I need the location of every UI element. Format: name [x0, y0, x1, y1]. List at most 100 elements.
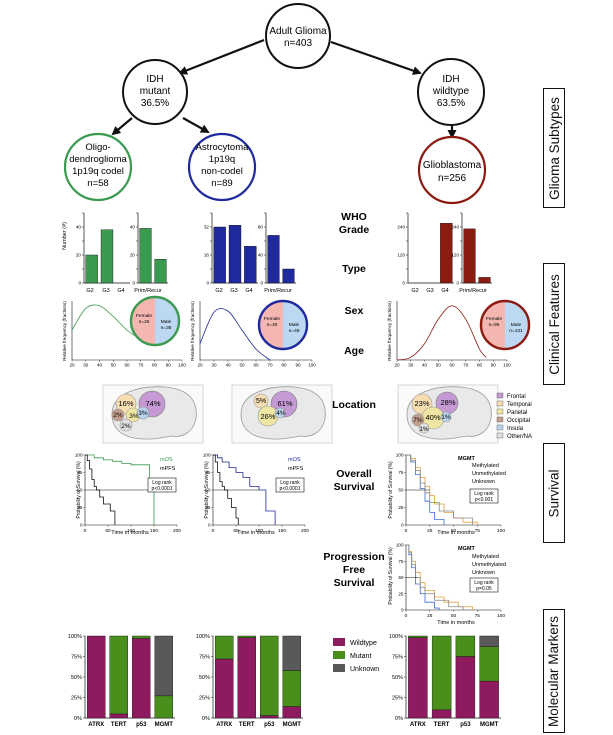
oligo-surv-ytick-label: 50: [77, 488, 83, 493]
astro-age-xtick-label: 60: [253, 363, 259, 368]
astro-age-xtick-label: 70: [267, 363, 273, 368]
gbm-os-ytick-label: 100: [396, 453, 404, 458]
oligo-female-label: Female: [136, 313, 152, 319]
astro-surv-ytick-label: 75: [205, 470, 211, 475]
oligo-age-xtick-label: 50: [111, 363, 117, 368]
oligo-line3: 1p19q codel: [72, 166, 124, 177]
oligo-age-xtick-label: 40: [97, 363, 103, 368]
astro-surv-ytick-label: 100: [203, 453, 211, 458]
oligo-mpfs-legend: mPFS: [160, 466, 176, 472]
oligo-insula-pct: 3%: [138, 410, 148, 417]
root-count: n=403: [284, 38, 313, 49]
oligo-markers-bar-tert-wildtype: [109, 713, 128, 719]
astro-surv-xtick-label: 100: [255, 528, 263, 534]
gbm-markers-ytick-label: 100%: [389, 634, 403, 640]
oligo-surv-xtick-label: 50: [105, 528, 111, 534]
gbm-markers-ytick-label: 0%: [395, 716, 403, 722]
location-astro: 61% 5% 26% 4%: [231, 384, 333, 444]
astro-age-xtick-label: 100: [308, 363, 316, 368]
gbm-who-grade-bar-g4: [440, 223, 453, 284]
oligo-markers-cat-label: TERT: [111, 722, 127, 728]
oligo-markers-ytick-label: 25%: [71, 696, 82, 702]
gbm-insula-pct: 40%: [425, 413, 440, 422]
gbm-os-unknown: Unknown: [472, 479, 495, 485]
sex-pie-oligo: Female n=26 Male n=38: [129, 295, 181, 347]
gbm-markers-bar-p53-wildtype: [455, 656, 476, 719]
astro-age-xtick-label: 20: [197, 363, 203, 368]
astro-markers-bar-p53-wildtype: [260, 715, 279, 719]
astro-mpfs-curve: [213, 454, 239, 525]
section-molecular-markers-label: Molecular Markers: [546, 615, 562, 727]
gbm-markers-bar-mgmt-mutant: [479, 646, 499, 682]
oligo-who-grade-ytick-label: 0: [78, 281, 81, 286]
astro-who-grade-ytick-label: 16: [204, 253, 210, 258]
oligo-male-n: n=38: [161, 325, 172, 331]
gbm-pfs-mgmt-title: MGMT: [458, 546, 475, 552]
location-oligo: 74% 16% 2% 3% 3% 2%: [102, 384, 204, 444]
gbm-markers-bar-mgmt-wildtype: [479, 680, 499, 719]
gbm-g4: G4: [441, 288, 448, 294]
node-idh-wildtype: IDH wildtype 63.5%: [417, 58, 485, 126]
oligo-surv-xtick-label: 200: [173, 528, 181, 534]
astro-relfreq-label: Relative frequency (fractions): [190, 301, 195, 361]
oligo-type-ytick-label: 20: [130, 253, 136, 258]
gbm-pfs-xtick-label: 50: [451, 613, 457, 619]
gbm-pfs-unknown-curve: [406, 544, 464, 610]
gbm-age-xtick-label: 20: [394, 363, 400, 368]
oligo-age-xtick-label: 60: [124, 363, 130, 368]
oligo-female-n: n=26: [139, 319, 150, 325]
astro-markers-ytick-label: 100%: [196, 634, 210, 640]
astro-type-bar-recur: [282, 268, 295, 284]
astro-type-ytick-label: 40: [258, 253, 264, 258]
gbm-os-xtick-label: 25: [427, 528, 433, 534]
oligo-male-label: Male: [161, 319, 172, 325]
astro-surv-ytick-label: 25: [205, 505, 211, 510]
oligo-surv-ytick-label: 75: [77, 470, 83, 475]
label-age: Age: [344, 345, 364, 357]
legend-mutant: Mutant: [350, 653, 371, 660]
oligo-age-xtick-label: 20: [69, 363, 75, 368]
astro-who-grade-bar-g2: [213, 226, 226, 284]
gbm-os-ytick-label: 75: [398, 470, 404, 475]
oligo-line2: dendroglioma: [69, 154, 127, 165]
bar-axis-texts: Number (#) G2 G3 G4 Prim/Recur G2 G3 G4 …: [62, 222, 487, 294]
gbm-os-time-label: Time in months: [437, 530, 475, 536]
section-glioma-subtypes: Glioma Subtypes: [543, 88, 565, 208]
astro-male-n: n=49: [289, 328, 300, 334]
astro-pvalue: p<0.0001: [280, 486, 301, 492]
label-pfs-1: Progression: [323, 551, 384, 563]
gbm-os-xtick-label: 75: [475, 528, 481, 534]
label-who-2: Grade: [339, 224, 370, 236]
astro-age-xtick-label: 40: [225, 363, 231, 368]
astro-primrecur: Prim/Recur: [264, 288, 292, 294]
node-glioblastoma: Glioblastoma n=256: [417, 135, 487, 205]
sex-pie-gbm: Female n=95 Male n=131: [479, 299, 531, 351]
gbm-markers-cat-label: p53: [460, 722, 471, 728]
oligo-age-curve: [71, 304, 141, 340]
location-gbm: 28% 23% 40% 7% 1% 1%: [397, 384, 499, 444]
gbm-markers-cat-label: ATRX: [410, 722, 426, 728]
oligo-age-xtick-label: 70: [138, 363, 144, 368]
oligo-g3: G3: [102, 288, 109, 294]
label-who-1: WHO: [341, 211, 367, 223]
astro-mpfs-legend: mPFS: [288, 466, 304, 472]
astro-markers-ytick-label: 25%: [199, 696, 210, 702]
oligo-markers-ytick-label: 75%: [71, 655, 82, 661]
oligo-markers-cat-label: ATRX: [88, 722, 104, 728]
legend-temporal: Temporal: [507, 402, 532, 408]
gbm-pfs-methylated: Methylated: [472, 554, 499, 560]
gbm-os-ytick-label: 0: [401, 523, 404, 528]
idh-wildtype-line1: IDH: [442, 74, 459, 85]
astro-who-grade-bar-g3: [228, 225, 242, 284]
gbm-temporal-pct: 23%: [414, 399, 429, 408]
oligo-temporal-pct: 16%: [118, 399, 133, 408]
section-molecular-markers: Molecular Markers: [543, 609, 565, 733]
oligo-markers-cat-label: p53: [136, 722, 147, 728]
astro-female-label: Female: [264, 316, 280, 322]
gbm-who-grade-ytick-label: 240: [397, 225, 405, 230]
root-label: Adult Glioma: [269, 26, 327, 37]
gbm-markers-bar-atrx-wildtype: [408, 637, 428, 719]
label-pfs-2: Free: [343, 564, 365, 576]
gbm-pfs-ytick-label: 100: [396, 543, 404, 548]
